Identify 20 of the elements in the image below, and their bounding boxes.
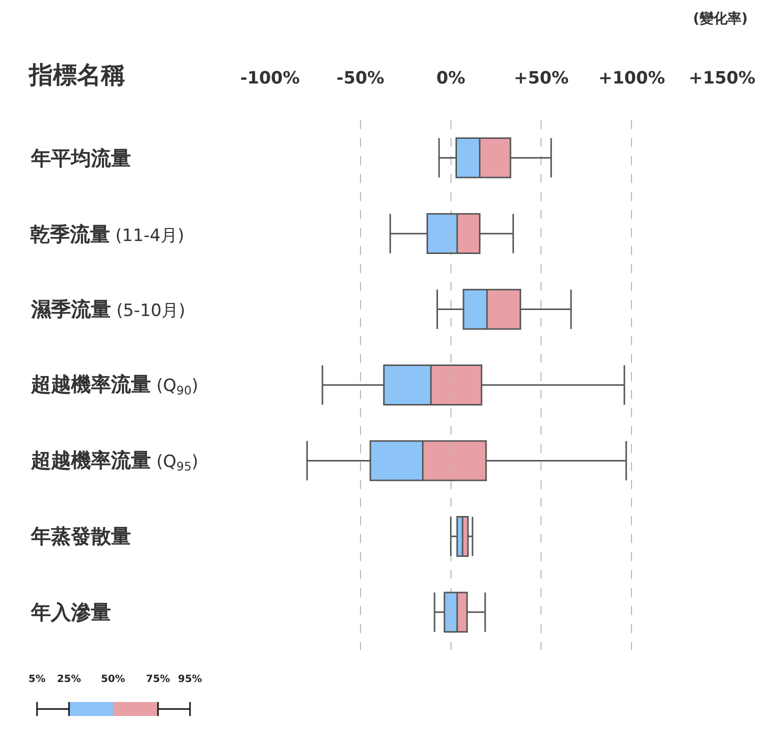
x-tick-label: -100%: [240, 68, 300, 89]
y-tick-label: 年蒸發散量: [30, 524, 131, 548]
x-tick-label: +100%: [598, 68, 665, 89]
y-tick-label: 超越機率流量 (Q$_{95}$): [30, 448, 198, 474]
y-tick-label: 乾季流量 (11-4月): [30, 222, 184, 246]
x-tick-label: +150%: [688, 68, 756, 89]
text: 75%: [146, 674, 170, 685]
y-tick-label: 年平均流量: [30, 146, 131, 170]
y-tick-label: 濕季流量 (5-10月): [30, 297, 186, 321]
x-tick-label: 0%: [436, 68, 466, 89]
x-tick-label: +50%: [514, 68, 569, 89]
y-tick-label: 超越機率流量 (Q$_{90}$): [30, 372, 198, 398]
y-tick-label: 年入滲量: [30, 600, 111, 624]
text: 95%: [178, 674, 202, 685]
x-tick-label: -50%: [336, 68, 384, 89]
text: 5%: [28, 674, 46, 685]
x-axis-title: (變化率): [693, 10, 748, 27]
y-axis-title: 指標名稱: [28, 61, 125, 89]
text: 50%: [101, 674, 125, 685]
text: 25%: [57, 674, 81, 685]
